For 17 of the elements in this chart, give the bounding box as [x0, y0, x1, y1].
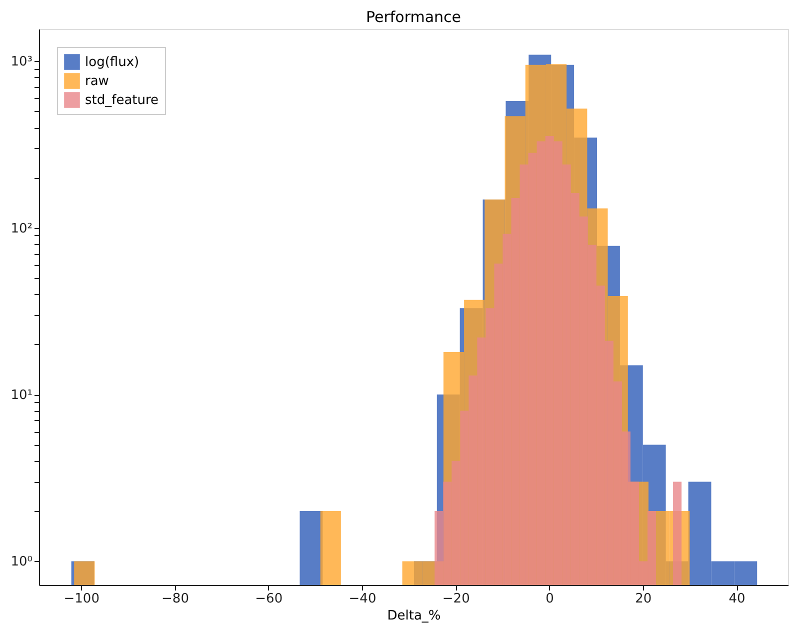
y-tick-label: 10³ [10, 54, 32, 70]
y-tick-label: 10¹ [10, 388, 32, 404]
x-tick-label: −80 [162, 592, 189, 606]
x-tick-label: −60 [255, 592, 283, 606]
legend-label: log(flux) [85, 55, 140, 70]
x-tick-label: 20 [635, 592, 652, 606]
x-tick-label: 40 [728, 592, 746, 606]
legend-label: std_feature [85, 93, 159, 108]
y-tick-label: 10⁰ [10, 554, 32, 570]
x-axis-title: Delta_% [387, 608, 441, 624]
legend-label: raw [85, 74, 110, 89]
x-tick-label: 0 [546, 592, 554, 606]
chart-title: Performance [366, 8, 462, 26]
y-tick-label: 10² [10, 221, 32, 236]
x-tick-label: −40 [348, 592, 376, 606]
x-tick-label: −100 [64, 592, 100, 606]
x-tick-label: −20 [442, 592, 470, 606]
